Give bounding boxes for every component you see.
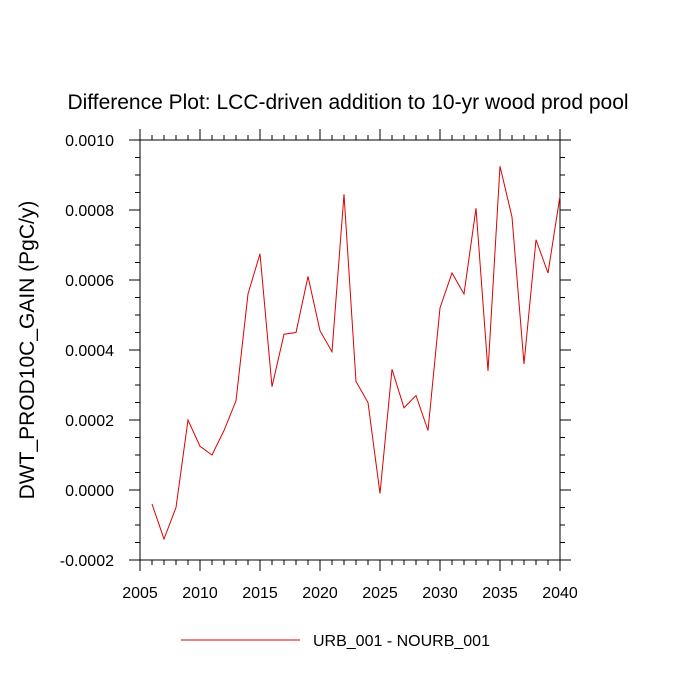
x-tick-label: 2025 bbox=[362, 585, 398, 602]
plot-frame bbox=[139, 139, 561, 561]
y-tick-label: 0.0002 bbox=[65, 413, 114, 430]
x-tick-labels: 2005 2010 2015 2020 2025 2030 2035 2040 bbox=[122, 585, 578, 602]
y-tick-label: -0.0002 bbox=[60, 553, 114, 570]
y-tick-label: 0.0000 bbox=[65, 483, 114, 500]
x-tick-label: 2035 bbox=[482, 585, 518, 602]
y-tick-label: 0.0004 bbox=[65, 343, 114, 360]
x-tick-label: 2005 bbox=[122, 585, 158, 602]
x-tick-label: 2030 bbox=[422, 585, 458, 602]
y-axis-label: DWT_PROD10C_GAIN (PgC/y) bbox=[16, 201, 39, 500]
series-line bbox=[151, 166, 561, 541]
plot-border bbox=[139, 139, 561, 561]
y-tick-labels: -0.0002 0.0000 0.0002 0.0004 0.0006 0.0008 0.0… bbox=[60, 133, 114, 570]
x-tick-label: 2020 bbox=[302, 585, 338, 602]
y-tick-label: 0.0008 bbox=[65, 203, 114, 220]
y-tick-label: 0.0010 bbox=[65, 133, 114, 150]
x-tick-label: 2040 bbox=[542, 585, 578, 602]
chart-title: Difference Plot: LCC-driven addition to … bbox=[67, 91, 628, 114]
minor-ticks bbox=[135, 135, 565, 565]
legend-label: URB_001 - NOURB_001 bbox=[313, 633, 490, 650]
legend: URB_001 - NOURB_001 bbox=[181, 633, 490, 650]
x-tick-label: 2010 bbox=[182, 585, 218, 602]
y-tick-label: 0.0006 bbox=[65, 273, 114, 290]
x-tick-label: 2015 bbox=[242, 585, 278, 602]
major-ticks bbox=[129, 129, 571, 571]
series-group bbox=[151, 166, 561, 541]
